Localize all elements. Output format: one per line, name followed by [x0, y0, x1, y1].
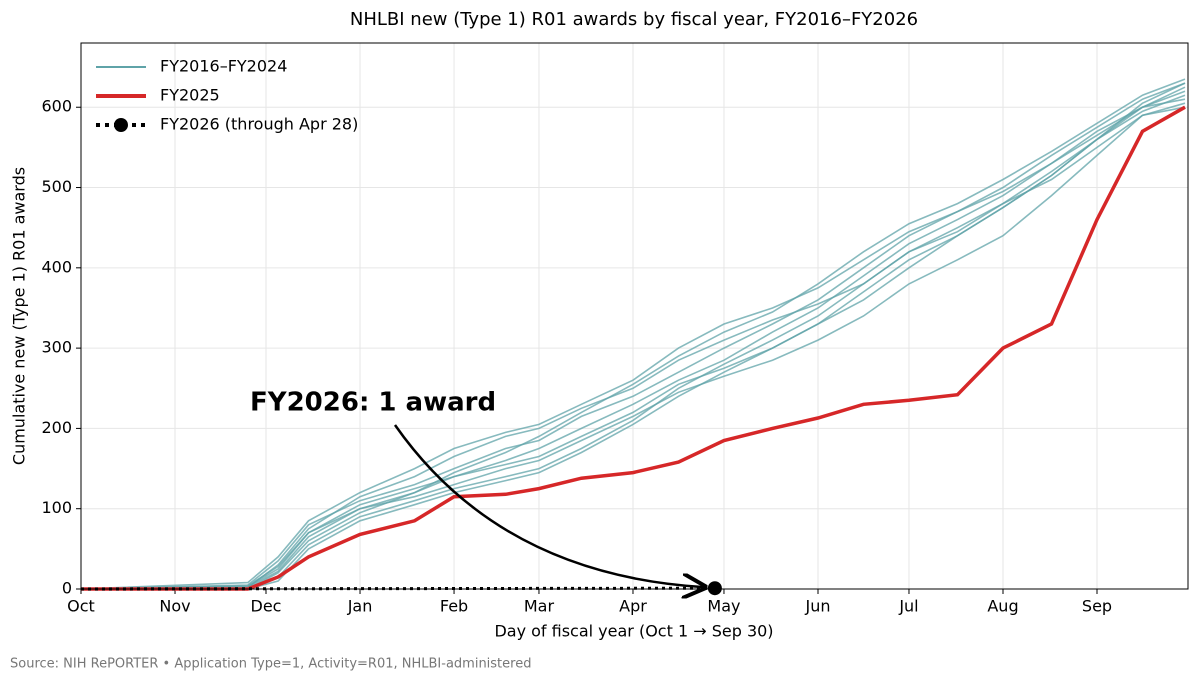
y-axis-label: Cumulative new (Type 1) R01 awards [10, 167, 29, 465]
annotation: FY2026: 1 award [250, 388, 496, 418]
plot-frame [80, 42, 1189, 590]
x-axis-label: Day of fiscal year (Oct 1 → Sep 30) [494, 622, 773, 641]
legend-marker [114, 118, 128, 132]
x-tick-label: Sep [1082, 597, 1112, 616]
x-tick-label: Mar [524, 597, 555, 616]
series-line [81, 78, 1186, 590]
x-tick-label: Jun [804, 597, 830, 616]
y-tick-label: 200 [41, 418, 72, 437]
y-tick-label: 300 [41, 338, 72, 357]
series-line [80, 82, 1186, 590]
series-line [80, 98, 1186, 590]
y-tick-label: 0 [62, 579, 72, 598]
legend-label: FY2025 [160, 86, 220, 105]
series-line [81, 105, 1186, 591]
y-tick-label: 500 [41, 177, 72, 196]
series-line [80, 86, 1186, 590]
series-line [80, 90, 1186, 590]
x-tick-label: May [707, 597, 740, 616]
legend-label: FY2026 (through Apr 28) [160, 115, 358, 134]
x-tick-label: Jul [898, 597, 918, 616]
end-marker [707, 581, 722, 596]
x-tick-label: Dec [251, 597, 282, 616]
y-tick-label: 600 [41, 97, 72, 116]
source-note: Source: NIH RePORTER • Application Type=… [10, 657, 531, 672]
x-tick-label: Nov [159, 597, 190, 616]
chart-title: NHLBI new (Type 1) R01 awards by fiscal … [350, 9, 918, 30]
series-line [80, 82, 1186, 590]
x-tick-label: Apr [619, 597, 647, 616]
series-line [80, 106, 1186, 590]
x-tick-label: Aug [987, 597, 1018, 616]
annotation-arrow [393, 424, 705, 587]
legend-label: FY2016–FY2024 [160, 57, 287, 76]
x-tick-label: Jan [347, 597, 373, 616]
y-tick-label: 100 [41, 498, 72, 517]
y-tick-label: 400 [41, 257, 72, 276]
x-tick-label: Oct [67, 597, 95, 616]
series-line [81, 102, 1186, 590]
x-tick-label: Feb [440, 597, 468, 616]
